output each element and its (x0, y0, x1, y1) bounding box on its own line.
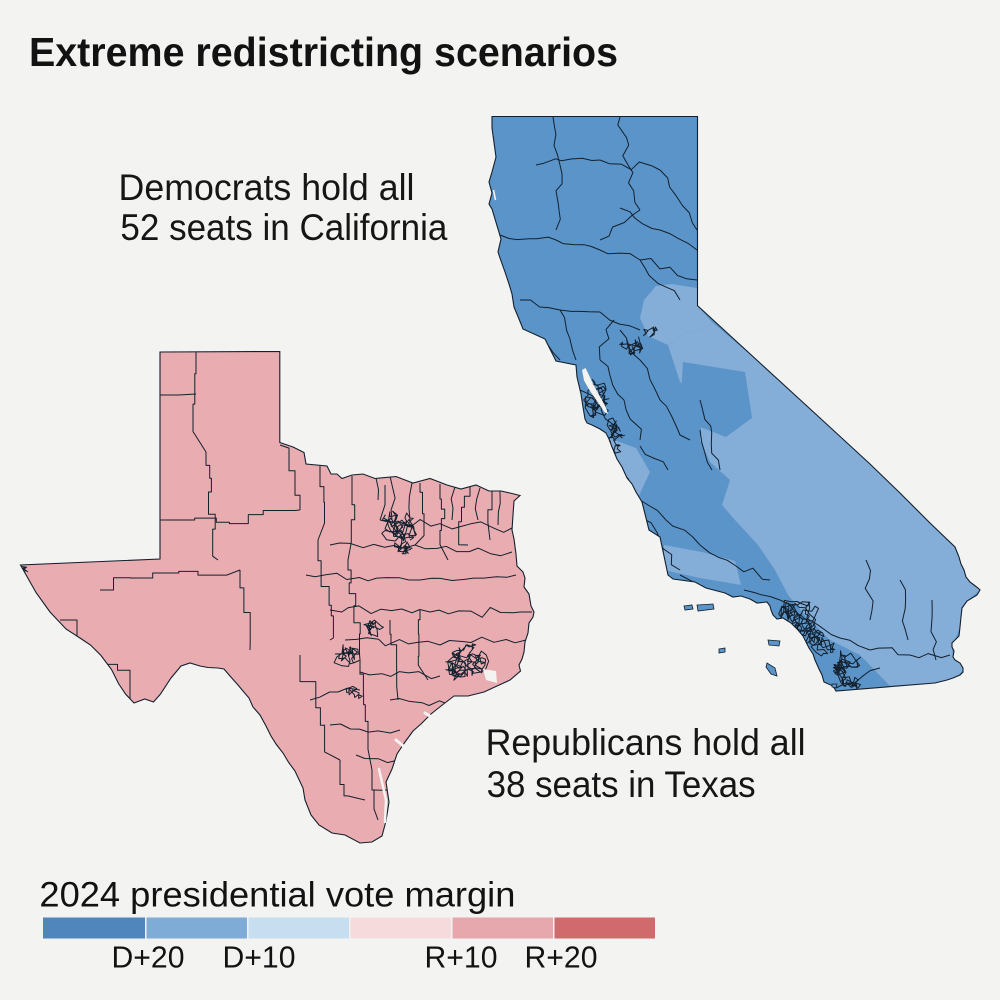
svg-text:2024 presidential vote margin: 2024 presidential vote margin (39, 875, 515, 915)
svg-text:D+10: D+10 (223, 940, 296, 975)
svg-text:Republicans hold all: Republicans hold all (486, 722, 806, 763)
svg-text:Democrats hold all: Democrats hold all (119, 167, 415, 208)
svg-text:Extreme redistricting scenario: Extreme redistricting scenarios (29, 29, 618, 75)
svg-text:52 seats in California: 52 seats in California (120, 207, 447, 248)
svg-text:R+10: R+10 (425, 940, 498, 975)
svg-text:D+20: D+20 (112, 940, 185, 975)
svg-text:R+20: R+20 (525, 940, 598, 975)
svg-text:38 seats in Texas: 38 seats in Texas (487, 764, 756, 805)
